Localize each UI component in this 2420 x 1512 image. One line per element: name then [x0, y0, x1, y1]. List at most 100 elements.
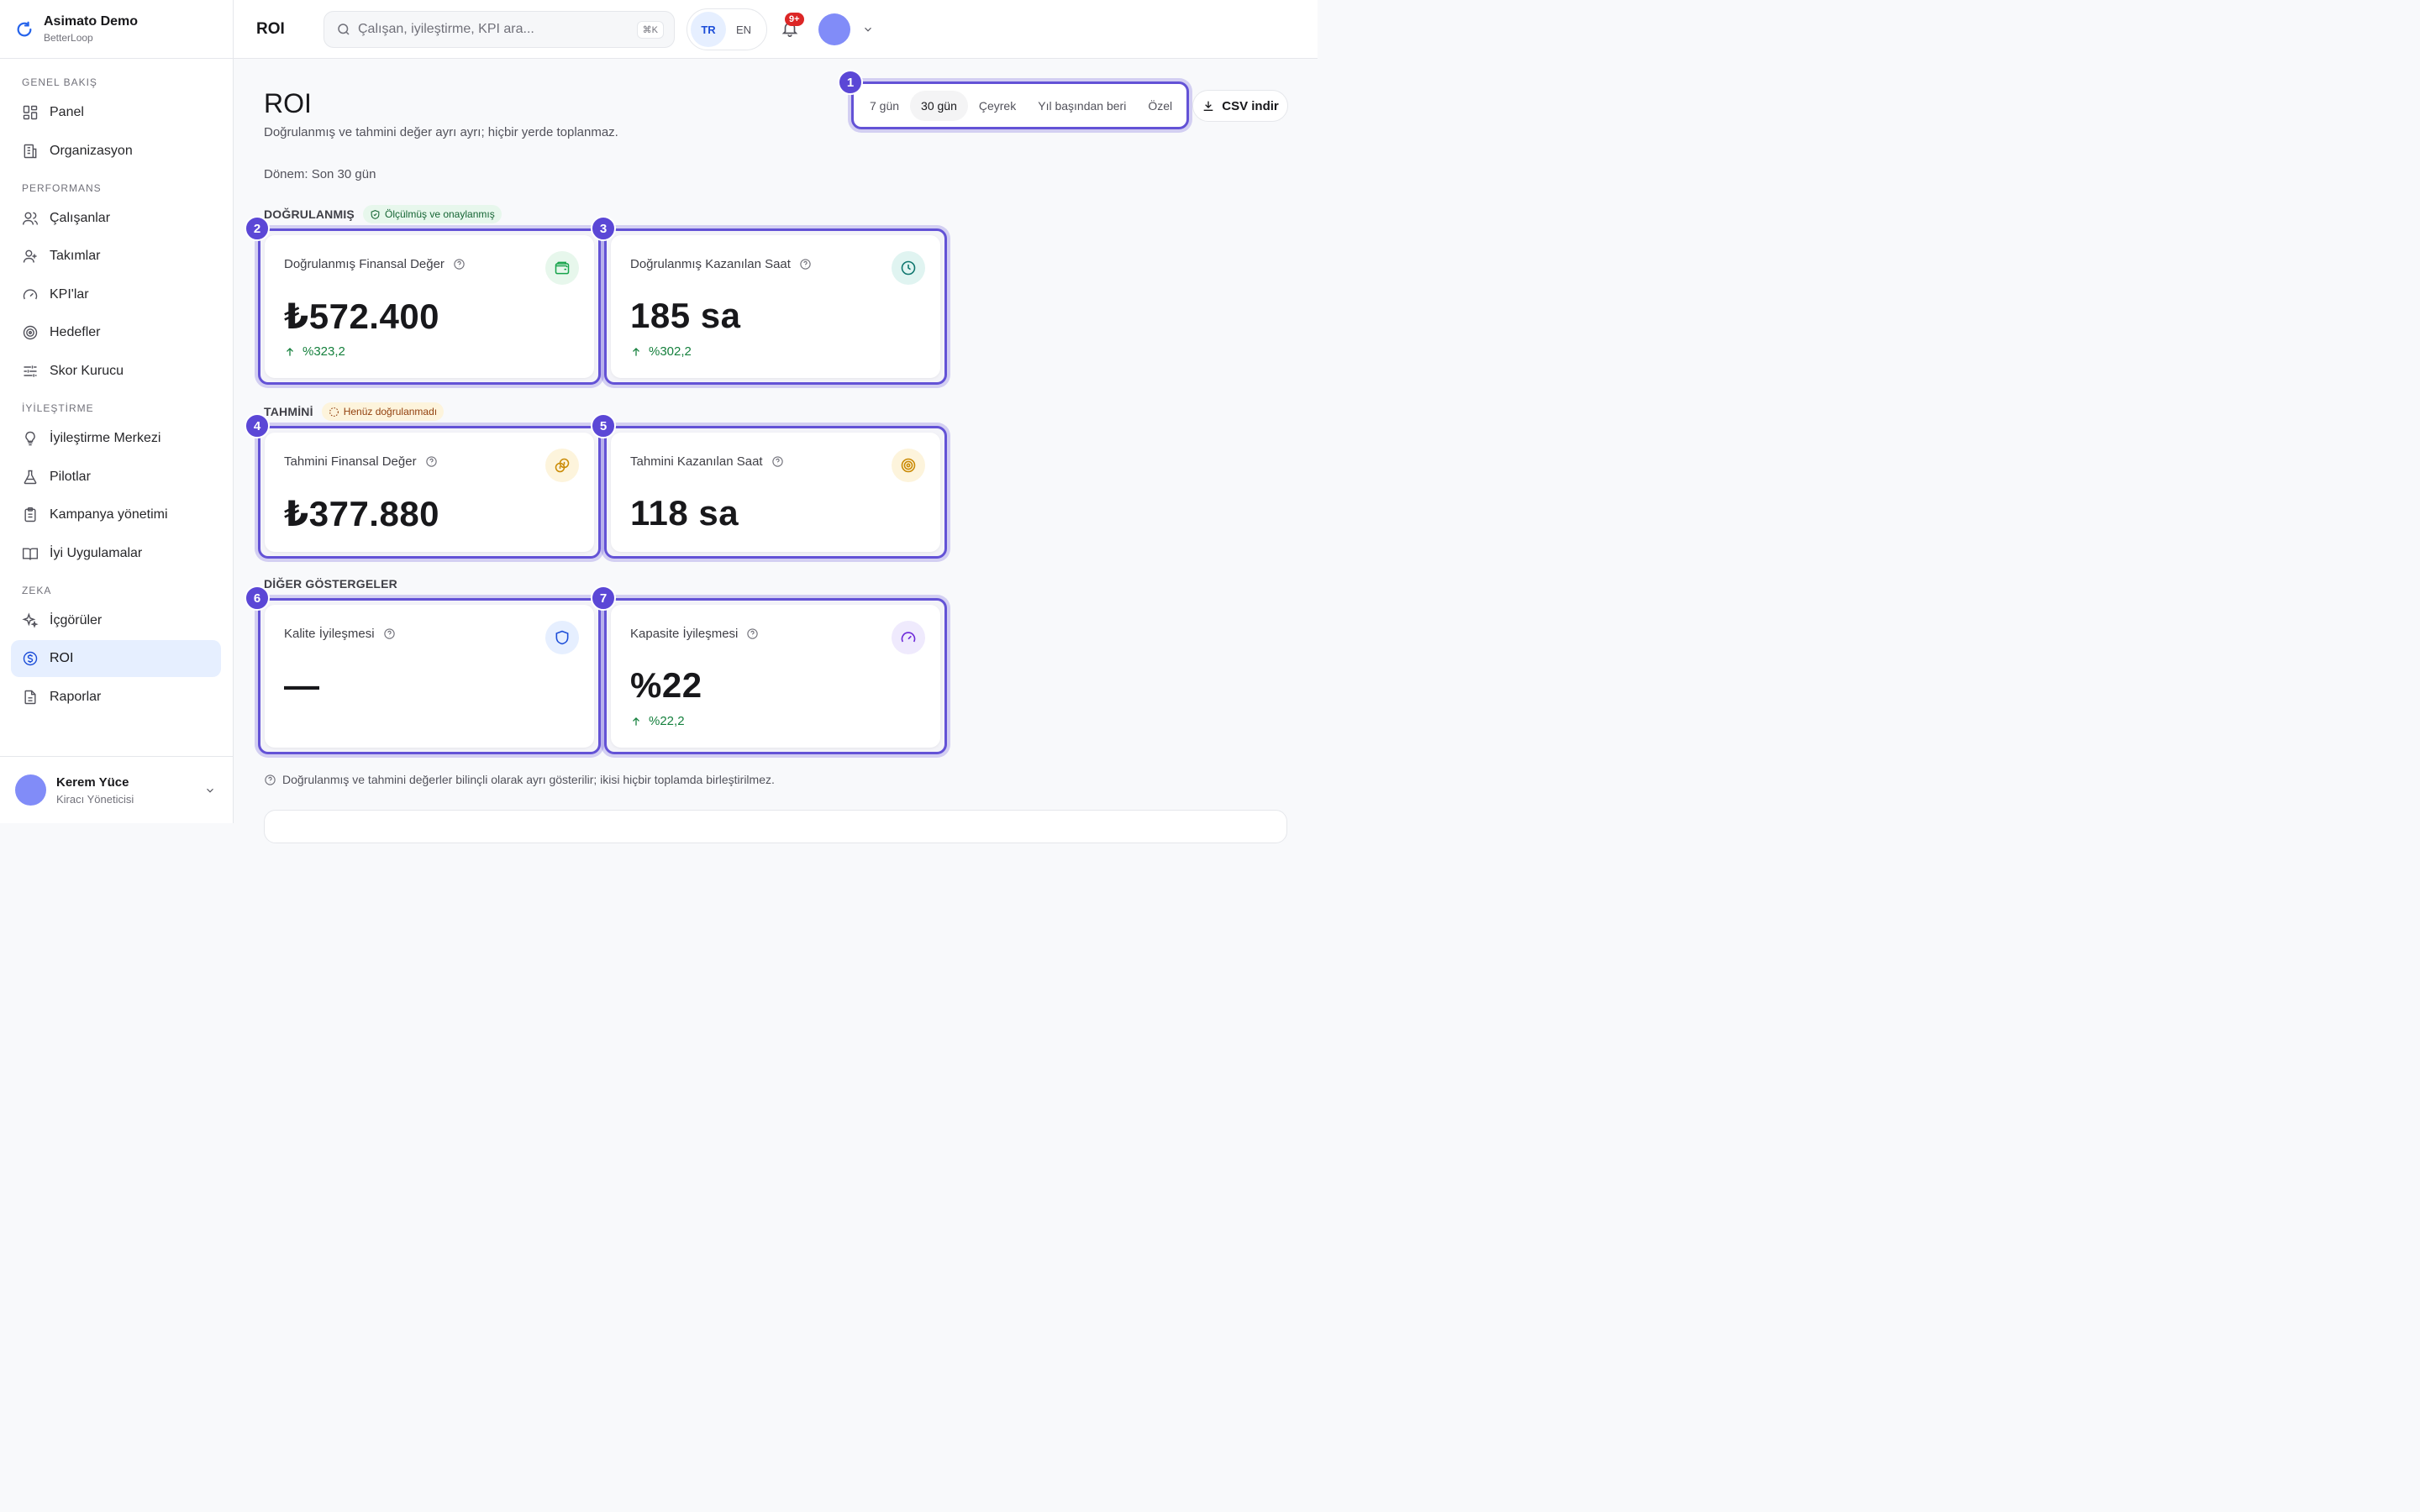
page-subtitle: Doğrulanmış ve tahmini değer ayrı ayrı; … — [264, 125, 618, 139]
gauge-icon — [892, 621, 925, 654]
sidebar-item-label: Raporlar — [50, 689, 102, 704]
csv-download-label: CSV indir — [1222, 98, 1279, 113]
sidebar-item-iyi-uygulamalar[interactable]: İyi Uygulamalar — [11, 535, 221, 572]
lang-tr-button[interactable]: TR — [691, 12, 726, 47]
grid-icon — [23, 105, 38, 120]
next-panel — [264, 810, 1287, 843]
user-menu[interactable]: Kerem Yüce Kiracı Yöneticisi — [0, 756, 233, 823]
section-verified-label: DOĞRULANMIŞ — [264, 207, 355, 221]
target-icon — [23, 326, 38, 340]
range-7-days[interactable]: 7 gün — [870, 98, 900, 113]
avatar[interactable] — [818, 13, 850, 45]
metric-card-verified-financial[interactable]: Doğrulanmış Finansal Değer ₺572.400 %323… — [258, 228, 601, 385]
sidebar-item-iyilestirme-merkezi[interactable]: İyileştirme Merkezi — [11, 420, 221, 457]
dollar-circle-icon — [23, 652, 38, 666]
arrow-up-icon — [633, 717, 639, 726]
metric-card: Kapasite İyileşmesi %22 %22,2 — [611, 605, 940, 748]
metric-value: 185 sa — [630, 296, 741, 335]
annotation-badge: 2 — [245, 216, 270, 241]
metric-value: — — [284, 665, 320, 705]
refresh-logo-icon — [17, 21, 32, 36]
nav-section-label: İYİLEŞTİRME — [22, 402, 94, 414]
sparkles-icon — [22, 612, 39, 628]
gauge-icon — [23, 289, 38, 300]
metric-card-capacity[interactable]: Kapasite İyileşmesi %22 %22,2 — [604, 598, 947, 754]
metric-card-quality[interactable]: Kalite İyileşmesi — — [258, 598, 601, 754]
sidebar-item-kpilar[interactable]: KPI'lar — [11, 276, 221, 313]
help-icon[interactable] — [746, 627, 759, 640]
lang-en-button[interactable]: EN — [735, 23, 752, 36]
sidebar-item-organizasyon[interactable]: Organizasyon — [11, 133, 221, 170]
sidebar-item-icgoruler[interactable]: İçgörüler — [11, 602, 221, 639]
metric-title-text: Kalite İyileşmesi — [284, 627, 375, 641]
range-custom[interactable]: Özel — [1148, 98, 1173, 113]
nav-section-label: ZEKA — [22, 584, 52, 596]
metric-title-text: Doğrulanmış Finansal Değer — [284, 257, 445, 271]
help-icon[interactable] — [453, 258, 466, 270]
metric-delta-value: %323,2 — [302, 344, 345, 359]
brand-sub: BetterLoop — [44, 32, 93, 44]
metric-value: ₺572.400 — [284, 297, 440, 336]
sidebar-item-skor-kurucu[interactable]: Skor Kurucu — [11, 353, 221, 390]
arrow-up-icon — [633, 347, 639, 356]
sidebar-item-label: Skor Kurucu — [50, 363, 124, 378]
footnote-text: Doğrulanmış ve tahmini değerler bilinçli… — [282, 773, 775, 786]
sidebar: Asimato Demo BetterLoop GENEL BAKIŞ Pane… — [0, 0, 234, 823]
search-box[interactable]: ⌘K — [324, 11, 675, 48]
page-title: ROI — [264, 88, 312, 118]
metric-title: Doğrulanmış Kazanılan Saat — [630, 257, 812, 271]
help-icon[interactable] — [425, 455, 438, 468]
sidebar-item-kampanya-yonetimi[interactable]: Kampanya yönetimi — [11, 496, 221, 533]
page-header-title: ROI — [256, 20, 285, 38]
status-badge: Henüz doğrulanmadı — [321, 402, 445, 421]
metric-card-estimated-financial[interactable]: Tahmini Finansal Değer ₺377.880 — [258, 426, 601, 559]
arrow-up-icon — [287, 347, 293, 356]
metric-card-verified-hours[interactable]: Doğrulanmış Kazanılan Saat 185 sa %302,2 — [604, 228, 947, 385]
sidebar-item-label: İyi Uygulamalar — [50, 545, 143, 560]
sidebar-item-hedefler[interactable]: Hedefler — [11, 314, 221, 351]
annotation-badge: 3 — [591, 216, 616, 241]
metric-delta-value: %22,2 — [649, 714, 685, 728]
download-icon — [1203, 101, 1213, 111]
sidebar-item-calisanlar[interactable]: Çalışanlar — [11, 200, 221, 237]
sidebar-item-label: Kampanya yönetimi — [50, 507, 168, 522]
search-icon — [338, 24, 350, 35]
sidebar-item-takimlar[interactable]: Takımlar — [11, 238, 221, 275]
metric-title: Doğrulanmış Finansal Değer — [284, 257, 466, 271]
status-badge: Ölçülmüş ve onaylanmış — [362, 205, 502, 223]
search-input[interactable] — [358, 22, 627, 37]
sidebar-item-panel[interactable]: Panel — [11, 94, 221, 131]
help-icon[interactable] — [383, 627, 396, 640]
wallet-icon — [545, 251, 579, 285]
users-icon — [22, 212, 39, 225]
annotation-badge: 5 — [591, 413, 616, 438]
nav-section-label: GENEL BAKIŞ — [22, 76, 97, 88]
brand[interactable]: Asimato Demo BetterLoop — [0, 0, 233, 59]
help-icon — [265, 774, 276, 785]
csv-download-button[interactable]: CSV indir — [1192, 90, 1288, 122]
file-icon — [24, 690, 36, 705]
range-quarter[interactable]: Çeyrek — [978, 98, 1017, 113]
chevron-down-icon[interactable] — [862, 24, 874, 35]
range-ytd[interactable]: Yıl başından beri — [1038, 98, 1127, 113]
sidebar-item-label: KPI'lar — [50, 286, 89, 302]
section-verified: DOĞRULANMIŞ Ölçülmüş ve onaylanmış — [264, 205, 502, 223]
metric-card-estimated-hours[interactable]: Tahmini Kazanılan Saat 118 sa — [604, 426, 947, 559]
period-label: Dönem: Son 30 gün — [264, 167, 376, 181]
nav-section-label: PERFORMANS — [22, 181, 102, 194]
help-icon[interactable] — [799, 258, 812, 270]
section-other: DİĞER GÖSTERGELER — [264, 577, 397, 591]
chevron-down-icon — [207, 788, 213, 793]
metric-delta: %22,2 — [630, 714, 685, 728]
date-range-selector: 7 gün 30 gün Çeyrek Yıl başından beri Öz… — [851, 81, 1189, 129]
sidebar-item-raporlar[interactable]: Raporlar — [11, 679, 221, 716]
range-30-days[interactable]: 30 gün — [910, 90, 968, 121]
user-role: Kiracı Yöneticisi — [56, 792, 134, 806]
metric-card: Tahmini Kazanılan Saat 118 sa — [611, 433, 940, 552]
help-icon[interactable] — [771, 455, 784, 468]
coins-icon — [545, 449, 579, 482]
sidebar-item-label: Çalışanlar — [50, 210, 111, 225]
section-other-label: DİĞER GÖSTERGELER — [264, 577, 397, 591]
sidebar-item-pilotlar[interactable]: Pilotlar — [11, 459, 221, 496]
sidebar-item-roi[interactable]: ROI — [11, 640, 221, 678]
